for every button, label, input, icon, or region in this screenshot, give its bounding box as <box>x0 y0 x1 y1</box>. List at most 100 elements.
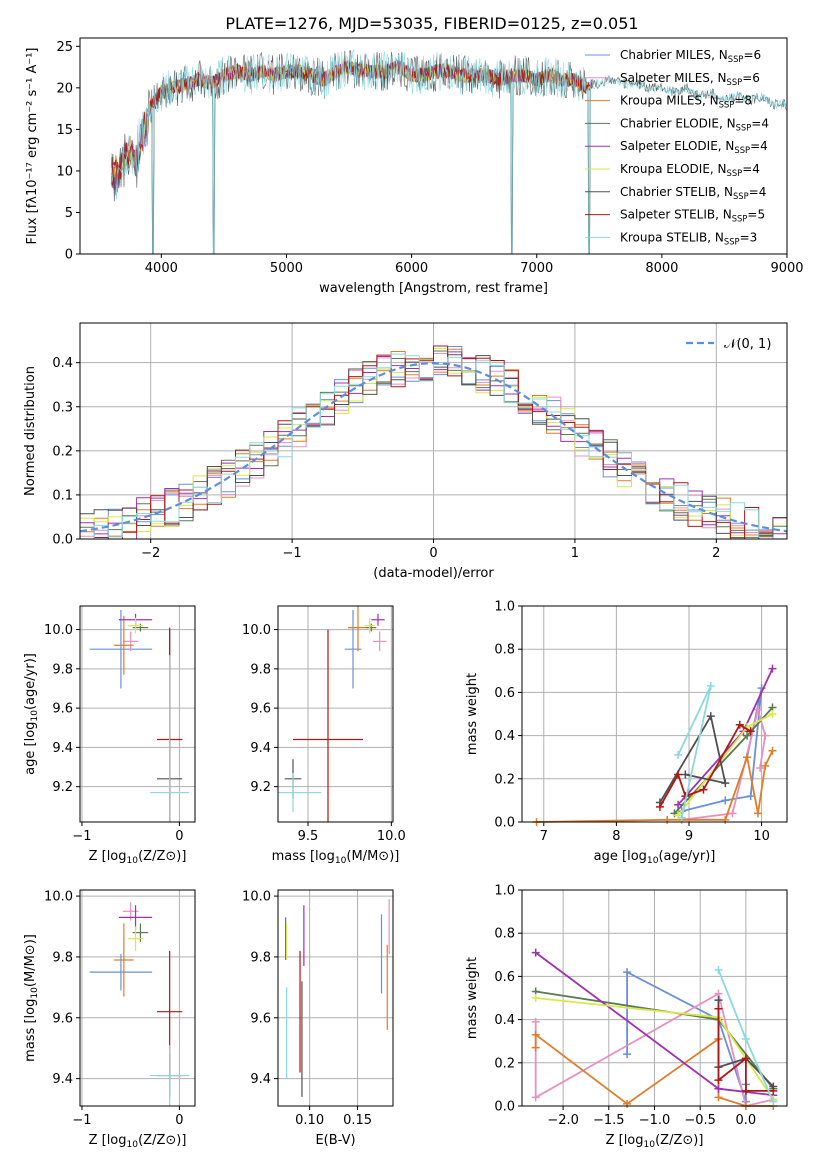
weight-vs-age-marker-chabrier_miles-1 <box>721 796 730 805</box>
weight-vs-age-xlabel-sub: 10 <box>647 856 659 866</box>
weight-vs-z-marker-kroupa_stelib-2 <box>769 1097 778 1106</box>
mass-vs-ebv-ytick-label-3: 10.0 <box>242 890 271 905</box>
age-vs-mass-point-kroupa_stelib <box>278 772 322 813</box>
weight-vs-z-xlabel-pre: Z [log <box>606 1133 644 1148</box>
mass-vs-ebv-xtick-label-1: 0.15 <box>343 1113 372 1128</box>
weight-vs-z-ytick-label-4: 0.8 <box>494 927 515 942</box>
legend-label-salpeter_stelib-sub: SSP <box>732 214 748 224</box>
spectrum-axes: 4000 5000 6000 7000 8000 9000 0 5 10 15 20 25 <box>56 40 803 276</box>
legend-label-chabrier_miles-sub: SSP <box>728 54 744 64</box>
weight-vs-z-xlabel: Z [log10(Z/Z⊙)] <box>606 1133 704 1150</box>
weight-vs-age-marker-salpeter_elodie-0 <box>674 800 683 809</box>
weight-vs-z-xtick-label-2: −1.0 <box>639 1113 671 1128</box>
legend-label-salpeter_miles-sub: SSP <box>727 77 743 87</box>
mass-vs-z-ytick-label-1: 9.6 <box>52 1011 73 1026</box>
age-vs-mass-ytick-label-1: 9.4 <box>250 741 271 756</box>
spectrum-ytick-label-2: 10 <box>56 164 73 179</box>
mass-vs-z-frame <box>79 889 196 1107</box>
legend-label-salpeter_stelib-post: =5 <box>747 208 765 222</box>
mass-vs-z-point-kroupa_elodie <box>127 926 144 951</box>
normal-curve <box>80 361 787 533</box>
legend-label-kroupa_stelib-sub: SSP <box>724 236 740 246</box>
mass-vs-ebv-ytick-label-1: 9.6 <box>250 1011 271 1026</box>
mass-vs-ebv-frame <box>277 889 394 1107</box>
weight-vs-age-ytick-label-4: 0.8 <box>494 643 515 658</box>
age-vs-z-ytick-label-3: 9.8 <box>52 662 73 677</box>
weight-vs-age-marker-chabrier_elodie-1 <box>743 731 752 740</box>
weight-vs-age-marker-kroupa_stelib-0 <box>674 751 683 760</box>
spectrum-xtick-label-2: 6000 <box>395 261 428 276</box>
weight-vs-z-marker-kroupa_miles-4 <box>714 1093 723 1102</box>
weight-vs-age-marker-kroupa_miles-2 <box>721 815 730 824</box>
mass-vs-z-ytick-label-0: 9.4 <box>52 1072 73 1087</box>
mass-vs-z-ylabel-post: (M/M⊙)] <box>23 934 38 987</box>
weight-vs-z-marker-salpeter_stelib-1 <box>714 1076 723 1085</box>
age-vs-mass-xlabel-sub: 10 <box>335 856 347 866</box>
residuals-ytick-label-1: 0.1 <box>52 488 73 503</box>
age-vs-z-ylabel: age [log10(age/yr)] <box>23 653 40 775</box>
legend-label-chabrier_stelib: Chabrier STELIB, NSSP=4 <box>620 185 766 201</box>
mass-vs-z-xtick-label-0: −1 <box>72 1113 91 1128</box>
age-vs-mass-ytick-label-4: 10.0 <box>242 623 271 638</box>
legend-label-salpeter_elodie-pre: Salpeter ELODIE, N <box>620 139 734 153</box>
weight-vs-age-line-salpeter_stelib <box>659 723 752 808</box>
legend-label-chabrier_miles-post: =6 <box>743 48 761 62</box>
legend-label-kroupa_elodie-sub: SSP <box>727 168 743 178</box>
age-vs-mass-axes: 9.5 10.0 9.2 9.4 9.6 9.8 10.0 <box>242 606 406 844</box>
legend-label-chabrier_elodie-sub: SSP <box>736 122 752 132</box>
residuals-ytick-label-0: 0.0 <box>52 533 73 548</box>
legend-label-kroupa_stelib-post: =3 <box>740 230 758 244</box>
legend-label-kroupa_stelib: Kroupa STELIB, NSSP=3 <box>620 230 757 246</box>
mass-vs-ebv-ytick-label-0: 9.4 <box>250 1072 271 1087</box>
mass-vs-z-point-kroupa_miles <box>114 923 134 997</box>
weight-vs-age-xlabel-post: (age/yr)] <box>658 849 715 864</box>
legend-label-kroupa_miles-pre: Kroupa MILES, N <box>620 94 719 108</box>
legend-label-kroupa_miles-sub: SSP <box>719 100 735 110</box>
weight-vs-age-xtick-label-3: 10 <box>753 829 770 844</box>
age-vs-mass-point-salpeter_elodie <box>371 613 385 626</box>
mass-vs-ebv-xtick-label-0: 0.10 <box>295 1113 324 1128</box>
weight-vs-z-marker-salpeter_stelib-0 <box>714 1004 723 1013</box>
weight-vs-z-marker-salpeter_stelib-2 <box>741 1054 750 1063</box>
age-vs-z-xtick-label-0: −1 <box>72 829 91 844</box>
age-vs-mass-xtick-label-1: 10.0 <box>377 829 406 844</box>
mass-vs-ebv-ytick-label-2: 9.8 <box>250 950 271 965</box>
weight-vs-age-marker-kroupa_miles-1 <box>663 815 672 824</box>
mass-vs-z-xlabel-sub: 10 <box>127 1140 139 1150</box>
age-vs-z-xlabel: Z [log10(Z/Z⊙)] <box>89 849 187 866</box>
spectrum-xtick-label-1: 5000 <box>270 261 303 276</box>
weight-vs-age-marker-salpeter_miles-2 <box>753 705 762 714</box>
spectrum-xlabel: wavelength [Angstrom, rest frame] <box>319 281 548 296</box>
weight-vs-z-marker-chabrier_miles-0 <box>623 1050 632 1059</box>
age-vs-z-ylabel-sub: 10 <box>30 710 40 722</box>
weight-vs-z-marker-chabrier_stelib-0 <box>714 996 723 1005</box>
weight-vs-age-frame <box>521 605 788 823</box>
spectrum-ytick-label-1: 5 <box>65 206 73 221</box>
age-vs-z-ylabel-pre: age [log <box>23 722 38 775</box>
weight-vs-age-marker-chabrier_stelib-1 <box>706 712 715 721</box>
histogram-kroupa_stelib <box>80 353 787 539</box>
weight-vs-z-xlabel-post: (Z/Z⊙)] <box>655 1133 703 1148</box>
weight-vs-age-series-salpeter_stelib <box>655 720 755 811</box>
weight-vs-z-ylabel: mass weight <box>465 957 480 1039</box>
weight-vs-z-ytick-label-5: 1.0 <box>494 884 515 899</box>
mass-vs-z-ytick-label-2: 9.8 <box>52 950 73 965</box>
legend-label-chabrier_miles: Chabrier MILES, NSSP=6 <box>620 48 761 64</box>
residuals-xtick-label-3: 1 <box>571 546 579 561</box>
weight-vs-z-xtick-label-3: −0.5 <box>684 1113 716 1128</box>
age-vs-z-axes: −1 0 9.2 9.4 9.6 9.8 10.0 <box>44 606 195 844</box>
age-vs-z-ylabel-post: (age/yr)] <box>23 653 38 710</box>
legend-label-kroupa_stelib-pre: Kroupa STELIB, N <box>620 230 724 244</box>
weight-vs-z-series <box>531 948 778 1110</box>
spectrum-ytick-label-4: 20 <box>56 81 73 96</box>
residuals-ytick-label-4: 0.4 <box>52 356 73 371</box>
weight-vs-age-marker-salpeter_elodie-2 <box>768 664 777 673</box>
spectrum-xtick-label-0: 4000 <box>145 261 178 276</box>
age-vs-z-point-kroupa_miles <box>114 615 134 675</box>
legend-label-kroupa_elodie-pre: Kroupa ELODIE, N <box>620 162 727 176</box>
legend-label-kroupa_miles: Kroupa MILES, NSSP=8 <box>620 94 752 110</box>
age-vs-mass-point-kroupa_elodie <box>364 617 375 634</box>
residuals-legend-label: 𝒩(0, 1) <box>724 337 771 352</box>
age-vs-mass-xlabel: mass [log10(M/M⊙)] <box>272 849 400 866</box>
